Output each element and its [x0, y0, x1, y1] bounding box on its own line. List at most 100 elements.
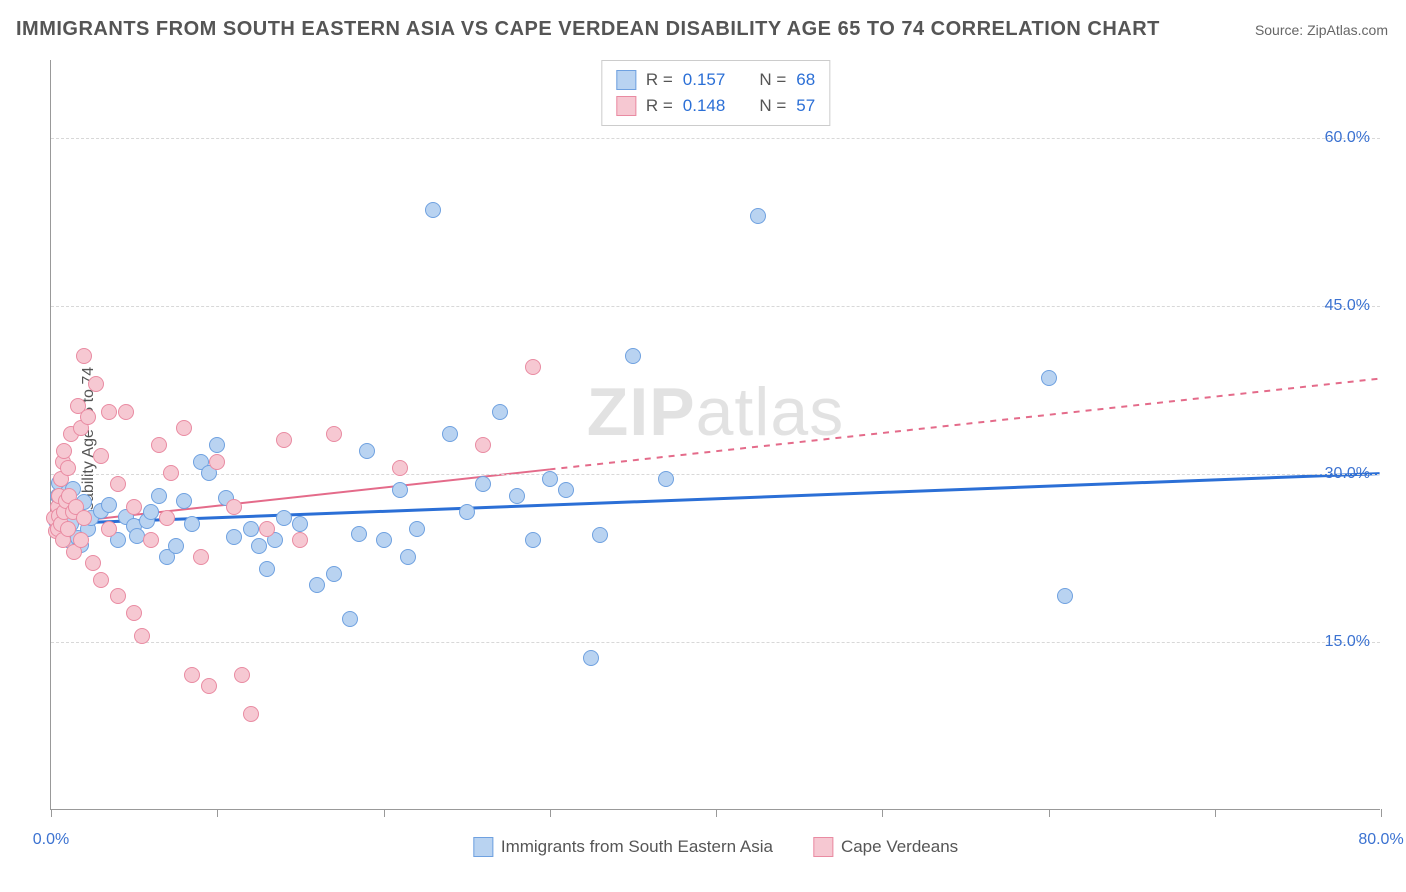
scatter-point-cv: [525, 359, 541, 375]
scatter-point-cv: [126, 499, 142, 515]
gridline: [51, 642, 1380, 643]
legend-r-label: R =: [646, 67, 673, 93]
scatter-point-cv: [184, 667, 200, 683]
x-tick-label: 0.0%: [33, 831, 69, 849]
legend-top-row-cv: R = 0.148 N = 57: [616, 93, 815, 119]
scatter-point-sea: [184, 516, 200, 532]
scatter-point-sea: [243, 521, 259, 537]
scatter-point-sea: [658, 471, 674, 487]
scatter-point-sea: [459, 504, 475, 520]
legend-top: R = 0.157 N = 68R = 0.148 N = 57: [601, 60, 830, 126]
x-tick: [1215, 809, 1216, 817]
scatter-point-cv: [276, 432, 292, 448]
chart-container: { "title": "IMMIGRANTS FROM SOUTH EASTER…: [0, 0, 1406, 892]
x-tick: [1049, 809, 1050, 817]
scatter-point-cv: [234, 667, 250, 683]
scatter-point-sea: [542, 471, 558, 487]
scatter-point-sea: [209, 437, 225, 453]
x-tick: [716, 809, 717, 817]
scatter-point-cv: [76, 348, 92, 364]
scatter-point-sea: [558, 482, 574, 498]
legend-n-label: N =: [759, 93, 786, 119]
legend-bottom-label: Cape Verdeans: [841, 837, 958, 857]
scatter-point-cv: [259, 521, 275, 537]
scatter-point-cv: [73, 532, 89, 548]
scatter-point-sea: [351, 526, 367, 542]
scatter-point-cv: [126, 605, 142, 621]
scatter-point-sea: [101, 497, 117, 513]
legend-n-value: 68: [796, 67, 815, 93]
chart-title: IMMIGRANTS FROM SOUTH EASTERN ASIA VS CA…: [16, 18, 1160, 41]
scatter-point-cv: [176, 420, 192, 436]
scatter-point-cv: [101, 521, 117, 537]
x-tick: [1381, 809, 1382, 817]
scatter-point-sea: [309, 577, 325, 593]
scatter-point-cv: [93, 572, 109, 588]
scatter-point-cv: [110, 588, 126, 604]
scatter-point-cv: [85, 555, 101, 571]
scatter-point-cv: [292, 532, 308, 548]
scatter-point-sea: [376, 532, 392, 548]
gridline: [51, 138, 1380, 139]
source-label: Source: ZipAtlas.com: [1255, 22, 1388, 38]
scatter-point-cv: [201, 678, 217, 694]
scatter-point-cv: [326, 426, 342, 442]
x-tick: [882, 809, 883, 817]
scatter-point-sea: [276, 510, 292, 526]
scatter-point-sea: [176, 493, 192, 509]
scatter-point-cv: [151, 437, 167, 453]
x-tick: [217, 809, 218, 817]
scatter-point-cv: [56, 443, 72, 459]
legend-r-value: 0.157: [683, 67, 726, 93]
scatter-point-sea: [442, 426, 458, 442]
scatter-point-sea: [492, 404, 508, 420]
legend-n-value: 57: [796, 93, 815, 119]
scatter-point-cv: [110, 476, 126, 492]
trend-lines-layer: [51, 60, 1380, 809]
x-tick: [384, 809, 385, 817]
scatter-point-sea: [168, 538, 184, 554]
scatter-point-sea: [509, 488, 525, 504]
legend-bottom-item-sea: Immigrants from South Eastern Asia: [473, 837, 773, 857]
scatter-point-sea: [251, 538, 267, 554]
y-tick-label: 45.0%: [1325, 297, 1370, 315]
scatter-point-sea: [259, 561, 275, 577]
scatter-point-sea: [359, 443, 375, 459]
scatter-point-sea: [592, 527, 608, 543]
scatter-point-sea: [342, 611, 358, 627]
scatter-point-sea: [400, 549, 416, 565]
scatter-point-sea: [750, 208, 766, 224]
scatter-point-cv: [163, 465, 179, 481]
legend-swatch: [616, 96, 636, 116]
scatter-point-cv: [88, 376, 104, 392]
trendline-cv-extrapolated: [549, 379, 1379, 470]
scatter-point-cv: [243, 706, 259, 722]
scatter-point-sea: [1041, 370, 1057, 386]
plot-area: ZIPatlas R =0.157N =68R =0.148N =57 Immi…: [50, 60, 1380, 810]
scatter-point-sea: [625, 348, 641, 364]
legend-r-label: R =: [646, 93, 673, 119]
scatter-point-sea: [143, 504, 159, 520]
scatter-point-cv: [475, 437, 491, 453]
legend-r-value: 0.148: [683, 93, 726, 119]
scatter-point-sea: [583, 650, 599, 666]
legend-bottom: Immigrants from South Eastern Asia Cape V…: [473, 837, 958, 857]
scatter-point-sea: [409, 521, 425, 537]
scatter-point-cv: [143, 532, 159, 548]
scatter-point-sea: [525, 532, 541, 548]
scatter-point-cv: [118, 404, 134, 420]
x-tick: [550, 809, 551, 817]
scatter-point-sea: [475, 476, 491, 492]
trendline-sea: [51, 474, 1379, 524]
scatter-point-cv: [60, 521, 76, 537]
scatter-point-cv: [93, 448, 109, 464]
scatter-point-cv: [392, 460, 408, 476]
legend-top-row-sea: R =0.157N =68: [616, 67, 815, 93]
legend-bottom-label: Immigrants from South Eastern Asia: [501, 837, 773, 857]
scatter-point-cv: [159, 510, 175, 526]
scatter-point-sea: [326, 566, 342, 582]
legend-swatch: [473, 837, 493, 857]
legend-swatch: [616, 70, 636, 90]
x-tick: [51, 809, 52, 817]
scatter-point-sea: [1057, 588, 1073, 604]
